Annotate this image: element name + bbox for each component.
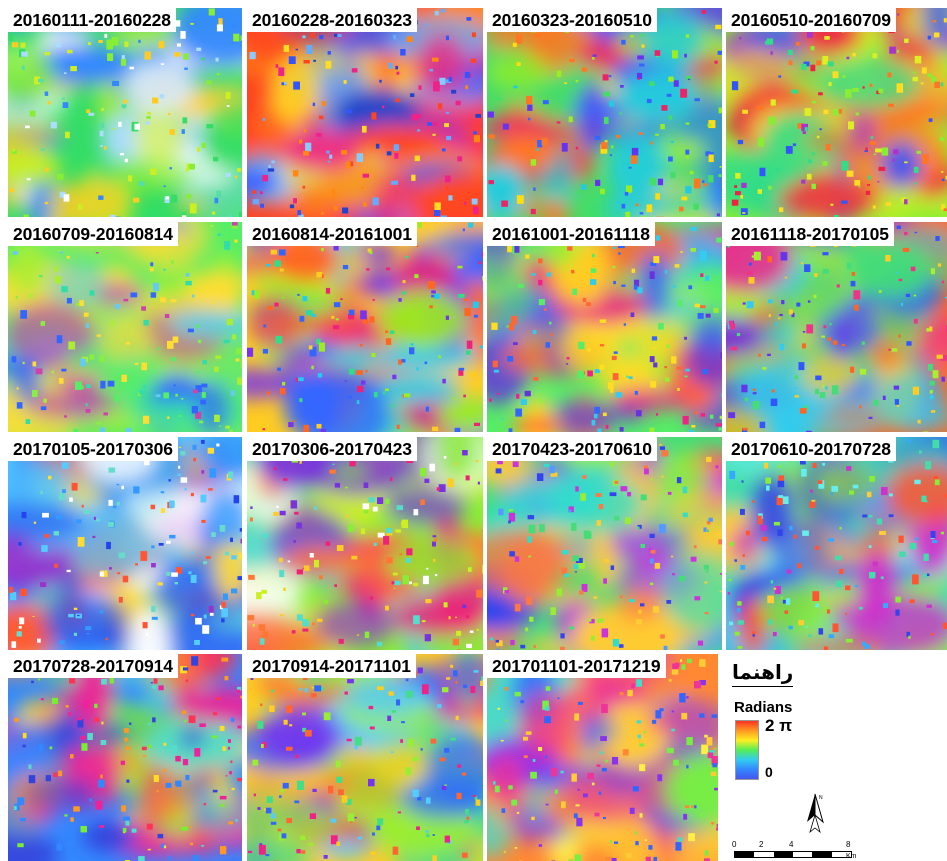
scale-unit-label: Km xyxy=(846,853,857,860)
interferogram-tile: 20170610-20170728 xyxy=(726,437,947,650)
interferogram-tile: 20160709-20160814 xyxy=(8,222,242,432)
interferogram-tile: 20170423-20170610 xyxy=(487,437,722,650)
fringe-pattern xyxy=(247,222,483,432)
fringe-pattern xyxy=(8,222,242,432)
fringe-pattern xyxy=(8,8,242,217)
scale-bar xyxy=(734,851,852,858)
interferogram-tile: 20160510-20160709 xyxy=(726,8,947,217)
legend-color-ramp xyxy=(735,720,759,780)
fringe-pattern xyxy=(487,8,722,217)
tile-date-label: 20170306-20170423 xyxy=(247,437,417,461)
north-arrow-icon xyxy=(807,793,824,834)
tile-date-label: 20170728-20170914 xyxy=(8,654,178,678)
fringe-pattern xyxy=(487,654,722,861)
legend-max-label: 2 π xyxy=(765,716,793,735)
fringe-pattern xyxy=(247,437,483,650)
interferogram-tile: 20170105-20170306 xyxy=(8,437,242,650)
legend-unit-label: Radians xyxy=(734,699,793,716)
legend-title: راهنما xyxy=(732,660,794,687)
tile-date-label: 20170610-20170728 xyxy=(726,437,896,461)
interferogram-tile: 20170306-20170423 xyxy=(247,437,483,650)
fringe-pattern xyxy=(726,437,947,650)
tile-date-label: 20170423-20170610 xyxy=(487,437,657,461)
interferogram-tile: 20160814-20161001 xyxy=(247,222,483,432)
fringe-pattern xyxy=(487,437,722,650)
tile-date-label: 20160228-20160323 xyxy=(247,8,417,32)
scale-tick-label: 0 xyxy=(732,840,737,849)
tile-date-label: 20160510-20160709 xyxy=(726,8,896,32)
interferogram-tile: 20160111-20160228 xyxy=(8,8,242,217)
fringe-pattern xyxy=(726,8,947,217)
tile-date-label: 20160111-20160228 xyxy=(8,8,176,32)
fringe-pattern xyxy=(247,8,483,217)
legend-min-label: 0 xyxy=(765,764,773,780)
interferogram-tile: 201701101-20171219 xyxy=(487,654,722,861)
scale-tick-label: 8 xyxy=(846,840,851,849)
tile-date-label: 20160814-20161001 xyxy=(247,222,417,246)
tile-date-label: 20170914-20171101 xyxy=(247,654,416,678)
tile-date-label: 20170105-20170306 xyxy=(8,437,178,461)
tile-date-label: 20160323-20160510 xyxy=(487,8,657,32)
interferogram-tile: 20161118-20170105 xyxy=(726,222,947,432)
tile-date-label: 20161001-20161118 xyxy=(487,222,655,246)
fringe-pattern xyxy=(8,437,242,650)
scale-tick-label: 4 xyxy=(789,840,794,849)
tile-date-label: 20161118-20170105 xyxy=(726,222,894,246)
tile-date-label: 20160709-20160814 xyxy=(8,222,178,246)
interferogram-tile: 20170728-20170914 xyxy=(8,654,242,861)
interferogram-tile: 20170914-20171101 xyxy=(247,654,483,861)
interferogram-tile: 20160228-20160323 xyxy=(247,8,483,217)
scale-tick-label: 2 xyxy=(759,840,764,849)
fringe-pattern xyxy=(487,222,722,432)
fringe-pattern xyxy=(247,654,483,861)
fringe-pattern xyxy=(726,222,947,432)
interferogram-tile: 20160323-20160510 xyxy=(487,8,722,217)
tile-date-label: 201701101-20171219 xyxy=(487,654,666,678)
fringe-pattern xyxy=(8,654,242,861)
interferogram-tile: 20161001-20161118 xyxy=(487,222,722,432)
legend-panel: راهنما Radians 2 π 0 N 0 2 4 8 Km xyxy=(718,654,947,861)
north-label: N xyxy=(819,795,823,801)
